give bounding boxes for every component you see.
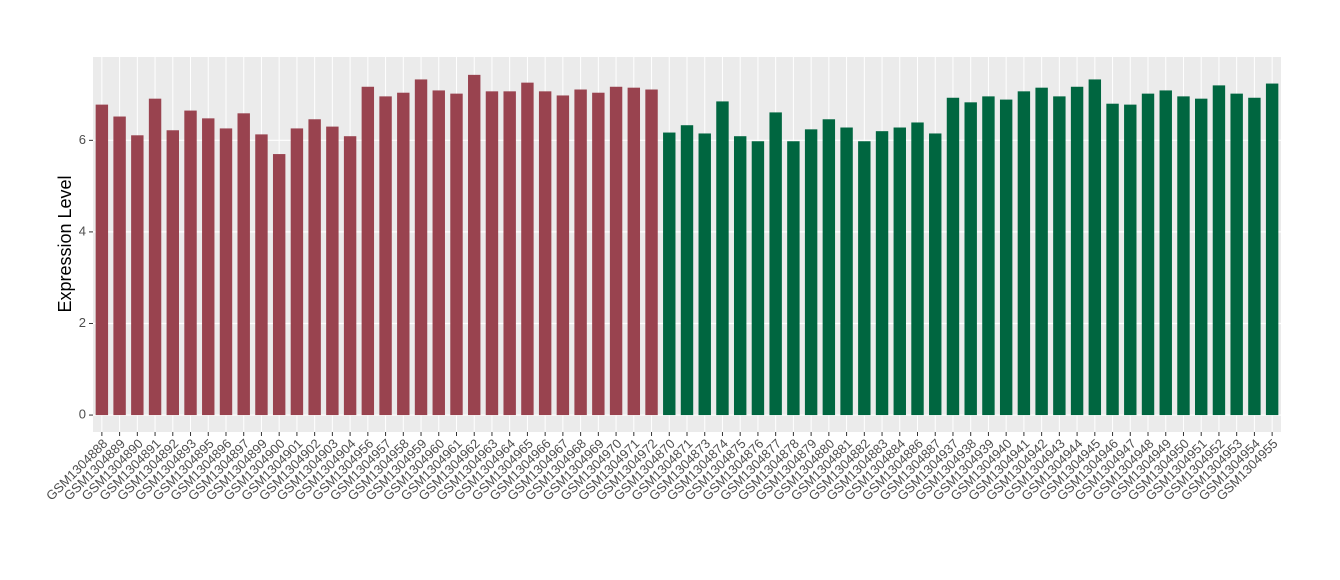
bar [663, 132, 676, 416]
bar [326, 126, 339, 416]
bar [733, 136, 747, 416]
bar [769, 112, 782, 416]
bar [822, 119, 836, 416]
bar [379, 96, 392, 416]
y-tick-label: 4 [79, 223, 86, 238]
bar [361, 86, 375, 416]
bar [840, 127, 853, 416]
bar [538, 91, 552, 416]
bar [432, 90, 445, 416]
bar [1053, 96, 1066, 416]
bar [131, 135, 144, 416]
bar [609, 86, 623, 416]
bar [911, 122, 924, 416]
bar [219, 128, 233, 416]
bar [468, 74, 481, 416]
bar [1106, 103, 1119, 416]
bar [982, 96, 995, 416]
bar [148, 98, 162, 416]
bar [1141, 93, 1155, 416]
bar [521, 82, 534, 416]
bar [1035, 87, 1048, 416]
bar [1088, 79, 1102, 416]
bar [574, 89, 587, 416]
bar [255, 134, 268, 416]
y-axis-label: Expression Level [55, 175, 75, 312]
bar [450, 93, 463, 416]
bar [1195, 98, 1208, 416]
bar [1265, 83, 1279, 416]
bar [929, 133, 942, 416]
bar [592, 92, 605, 416]
bar [1017, 91, 1031, 416]
bar [627, 87, 641, 416]
bar [946, 97, 960, 416]
bar [858, 141, 871, 416]
bar [1177, 96, 1190, 416]
bar [680, 125, 694, 416]
y-tick-label: 2 [79, 315, 86, 330]
bar [290, 128, 304, 416]
bar [272, 154, 286, 416]
bar [1212, 85, 1226, 416]
bar [308, 119, 321, 416]
bar [1248, 97, 1261, 416]
bar [1159, 90, 1172, 416]
bar [1230, 93, 1243, 416]
bar [485, 91, 499, 416]
bar [645, 89, 658, 416]
bar [1124, 104, 1137, 416]
bar [113, 116, 126, 416]
bar [184, 110, 197, 416]
bar [751, 141, 765, 416]
bar [999, 99, 1013, 416]
bar [414, 79, 428, 416]
bar [202, 118, 215, 416]
bar [95, 104, 109, 416]
bar [698, 133, 711, 416]
bar [503, 91, 516, 416]
bar [893, 127, 906, 416]
bar [166, 130, 179, 416]
bar [716, 101, 729, 416]
bar [804, 129, 818, 416]
y-tick-label: 0 [79, 406, 86, 421]
bar [1070, 86, 1084, 416]
bar [964, 102, 977, 416]
bar [556, 95, 570, 416]
bar [875, 131, 889, 416]
bar [397, 92, 410, 416]
y-tick-label: 6 [79, 132, 86, 147]
bar [343, 136, 357, 416]
bar [237, 113, 250, 416]
bar [787, 141, 800, 416]
